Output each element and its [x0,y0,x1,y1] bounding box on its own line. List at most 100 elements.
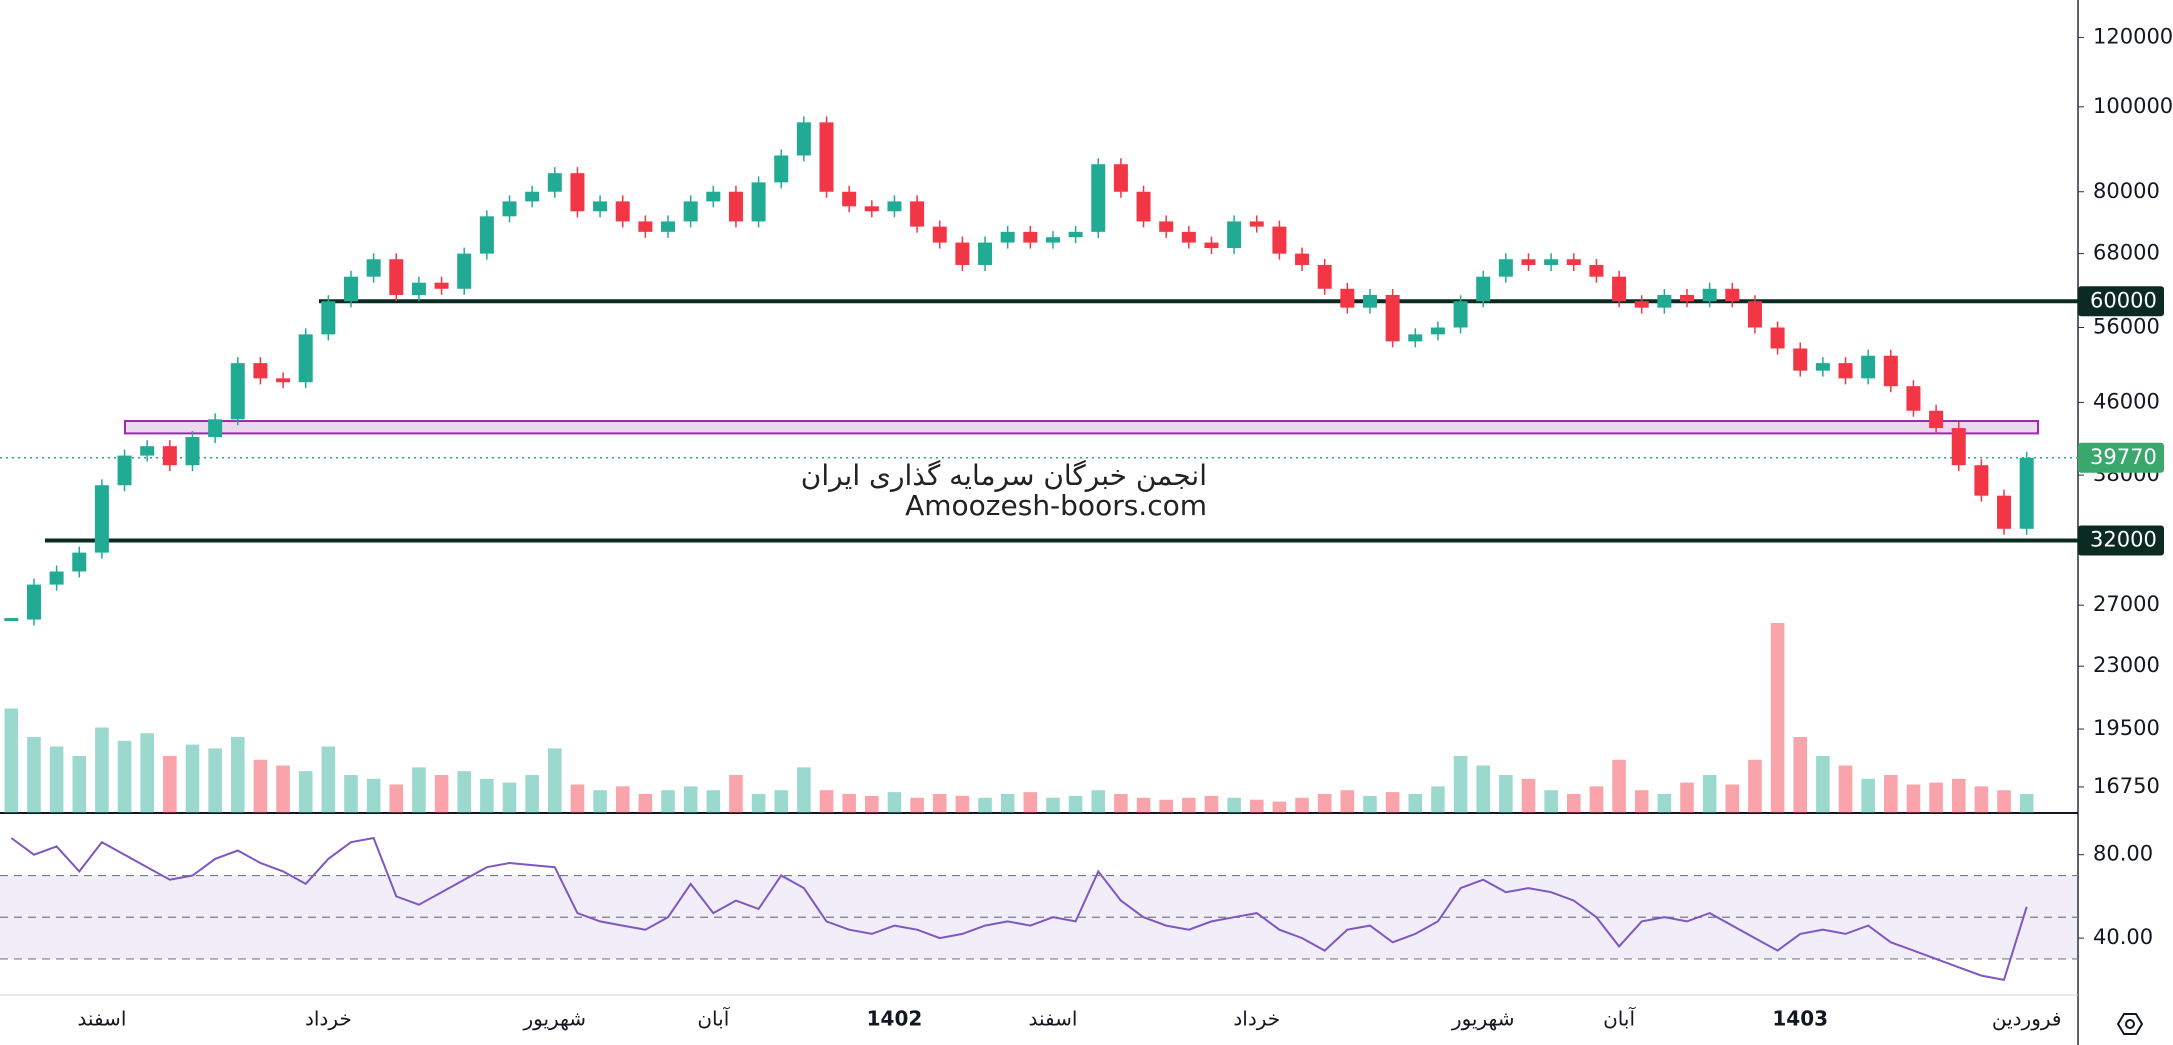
candle [796,122,811,156]
volume-bar [1702,775,1717,813]
volume-bar [1884,775,1898,813]
x-tick-label: شهریور [1451,1007,1515,1031]
volume-bar [4,708,19,813]
candle [932,226,947,243]
volume-bar [1453,756,1468,813]
x-tick-label: 1403 [1772,1007,1828,1031]
volume-bar [1182,797,1196,813]
volume-bar [1748,759,1762,813]
candle [1181,231,1196,243]
volume-bar [27,737,41,813]
volume-bar [2019,794,2034,813]
candle [162,446,177,466]
candle [1113,164,1128,192]
y-tick-label: 46000 [2093,389,2160,413]
candle [751,182,766,222]
x-tick-label: اسفند [77,1007,126,1031]
volume-bar [253,759,268,813]
candle [1747,301,1762,328]
last-price-tag [2078,442,2164,473]
x-tick-label: آبان [1603,1006,1636,1031]
volume-bar [955,795,970,813]
candle [1725,288,1740,302]
volume-bar [230,737,245,813]
volume-bar [661,790,675,813]
volume-bar [751,794,766,813]
candle [638,221,653,232]
volume-bar [1272,801,1287,813]
volume-bar [525,775,539,813]
candle [1544,259,1559,265]
volume-bar [1385,792,1400,813]
candle [615,201,630,222]
volume-bar [140,733,154,813]
volume-bar [1793,737,1808,813]
candle [1997,495,2012,529]
candle [1815,363,1830,371]
volume-bar [729,775,743,813]
volume-bar [1906,784,1921,813]
volume-bar [502,782,517,813]
volume-bar [298,771,313,813]
candle [140,446,155,456]
candle [842,191,857,207]
candle [389,259,404,295]
candle [1295,253,1310,265]
candle [117,455,132,486]
volume-bar [570,784,585,813]
candle [72,552,87,572]
candle [1612,276,1627,302]
candle [26,584,41,620]
volume-bar [1612,759,1626,813]
candle [1249,221,1264,227]
level-tag [2078,286,2164,317]
volume-bar [1136,797,1151,813]
watermark: انجمن خبرگان سرمایه گذاری ایران [801,459,1207,492]
candle [1272,226,1287,254]
candle [910,201,925,227]
candle [1838,363,1853,379]
candle [955,242,970,265]
candle [1929,410,1944,429]
candle [547,173,562,192]
candle [1091,164,1106,232]
level-tag-label: 60000 [2090,288,2157,312]
candle [1861,355,1876,379]
volume-bar [1521,778,1536,813]
volume-bar [1023,792,1038,813]
volume-bar [366,778,381,813]
volume-bar [1408,794,1423,813]
volume-bar [1363,795,1377,813]
candle [1408,334,1423,342]
candle [1453,301,1468,328]
volume-bar [1091,790,1106,813]
candle [1906,386,1921,411]
volume-bar [389,784,404,813]
candle [2019,457,2034,529]
candle [208,419,223,438]
volume-bar [1657,794,1672,813]
y-tick-label: 68000 [2093,241,2160,265]
candle [366,259,381,277]
volume-bar [117,740,132,813]
volume-bar [1725,784,1740,813]
settings-icon[interactable] [2116,1013,2144,1035]
support-zone [124,420,2039,435]
candle [94,485,109,553]
y-tick-label: 23000 [2093,653,2160,677]
candle [1589,264,1604,277]
x-tick-label: خرداد [305,1007,352,1031]
plot-layer [0,116,2078,981]
volume-bar [1838,765,1853,813]
volume-bar [593,790,607,813]
candle [1680,294,1695,302]
rsi-line [10,836,2028,981]
candle [1702,288,1717,302]
volume-bar [547,748,562,813]
volume-bar [978,797,992,813]
volume-bar [1997,790,2011,813]
candle [298,334,313,383]
candle [1317,264,1332,289]
candle [276,378,291,383]
